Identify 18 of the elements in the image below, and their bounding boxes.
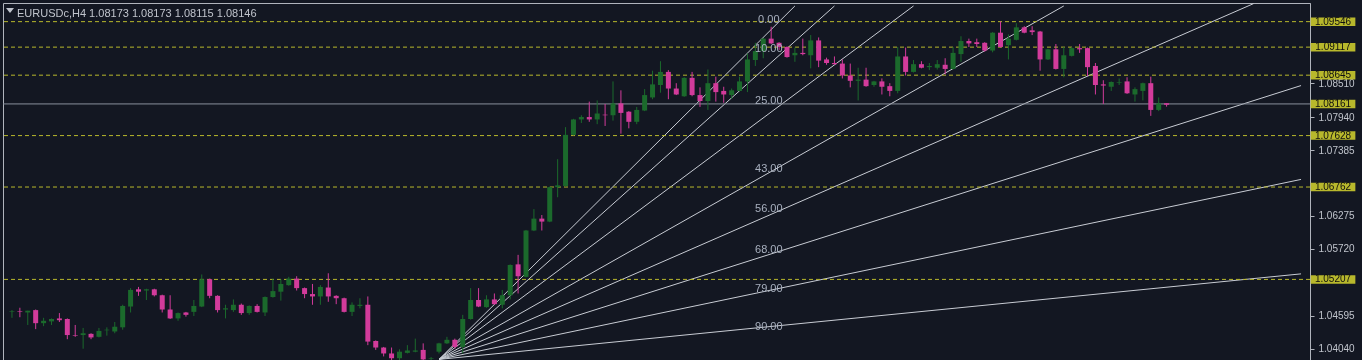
ref-line-label: 1.05207: [1314, 273, 1352, 285]
y-tick-label: 1.04595: [1318, 310, 1356, 322]
ref-line-label: 1.09117: [1315, 41, 1352, 53]
ref-line-label: 1.06762: [1314, 181, 1352, 193]
y-tick-label: 1.05720: [1318, 243, 1356, 255]
y-tick-label: 1.06275: [1318, 210, 1356, 222]
chart-title: EURUSDc,H4 1.08173 1.08173 1.08115 1.08146: [17, 7, 257, 19]
annotation: 10.00: [755, 42, 783, 55]
annotation: 25.00: [755, 94, 783, 107]
y-tick-label: 1.07940: [1318, 111, 1356, 123]
ref-line-label: 1.08161: [1314, 97, 1352, 109]
annotation: 79.00: [755, 281, 783, 294]
annotation: 56.00: [755, 202, 783, 215]
annotation: 68.00: [755, 243, 783, 256]
y-tick-label: 1.07385: [1318, 144, 1356, 156]
ref-line-label: 1.09546: [1314, 15, 1352, 27]
ref-line-label: 1.07628: [1314, 129, 1352, 141]
y-tick-label: 1.04040: [1318, 343, 1356, 355]
